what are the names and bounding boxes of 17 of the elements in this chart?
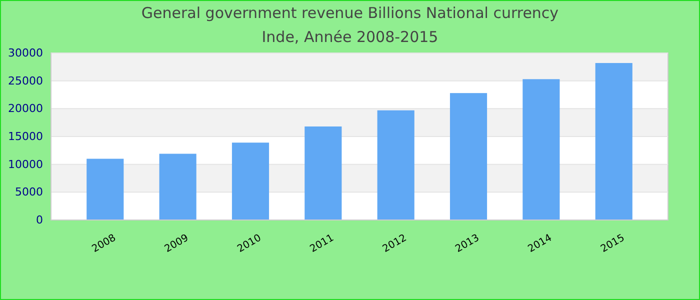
y-tick-label: 25000 xyxy=(8,74,43,88)
bar xyxy=(522,79,560,220)
y-tick-label: 0 xyxy=(36,214,43,227)
bar xyxy=(159,154,196,220)
chart-subtitle: Inde, Année 2008-2015 xyxy=(262,28,438,46)
y-tick-label: 15000 xyxy=(8,130,43,144)
bar xyxy=(595,63,632,220)
chart-title: General government revenue Billions National currency xyxy=(141,4,559,22)
bar xyxy=(450,93,488,220)
bar xyxy=(377,110,414,220)
bar xyxy=(86,158,124,220)
y-tick-label: 10000 xyxy=(8,158,43,171)
y-tick-label: 30000 xyxy=(8,46,43,60)
bar xyxy=(304,126,342,220)
bar xyxy=(232,142,270,220)
y-tick-label: 20000 xyxy=(8,102,43,116)
y-tick-label: 5000 xyxy=(15,186,43,199)
